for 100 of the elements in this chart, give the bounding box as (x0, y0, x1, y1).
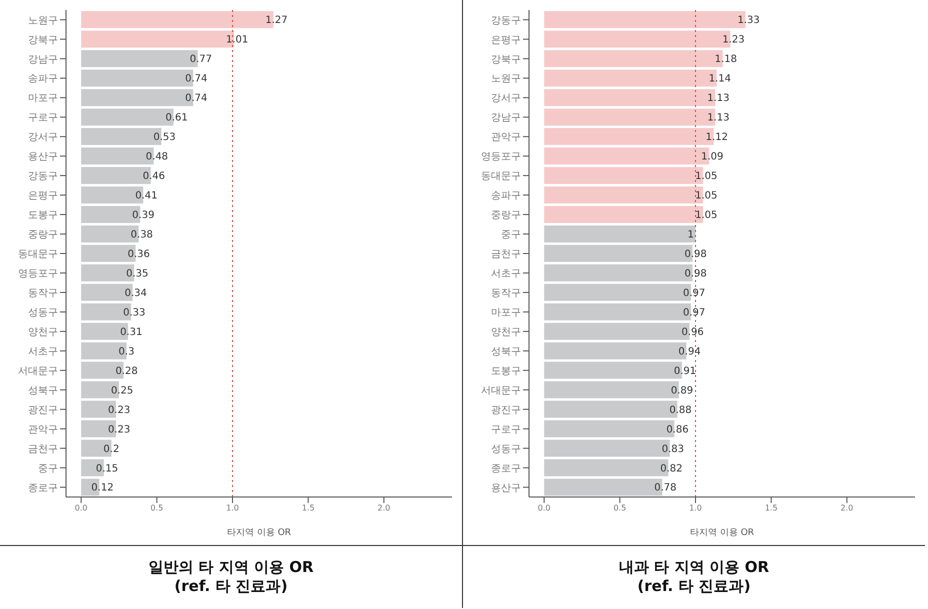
y-tick-label: 관악구 (28, 424, 58, 436)
y-tick-label: 서초구 (28, 346, 58, 358)
data-label: 0.31 (120, 326, 142, 338)
data-label: 0.61 (165, 112, 188, 124)
data-label: 0.46 (142, 171, 166, 182)
y-tick-label: 종로구 (491, 463, 521, 474)
x-tick-label: 0.0 (538, 504, 551, 513)
y-tick-label: 종로구 (28, 482, 58, 494)
x-tick-label: 1.0 (689, 504, 702, 513)
data-label: 1.13 (707, 112, 730, 124)
x-tick-label: 0.5 (613, 504, 626, 513)
y-tick-label: 도봉구 (28, 210, 58, 222)
data-label: 0.41 (135, 190, 158, 202)
data-label: 0.39 (132, 210, 154, 222)
data-label: 0.89 (670, 385, 694, 396)
y-tick-label: 구로구 (28, 112, 58, 124)
y-tick-label: 성북구 (491, 346, 521, 358)
x-tick-label: 0.5 (150, 504, 164, 513)
data-label: 1 (688, 230, 694, 240)
data-label: 0.53 (153, 132, 176, 144)
y-tick-label: 중랑구 (491, 210, 521, 222)
data-label: 0.23 (108, 404, 130, 416)
y-tick-label: 구로구 (491, 424, 521, 436)
y-tick-label: 강서구 (491, 93, 521, 104)
data-label: 1.05 (695, 210, 718, 222)
x-tick-label: 1.5 (764, 504, 778, 513)
data-label: 0.96 (681, 326, 704, 338)
y-tick-label: 서초구 (491, 268, 521, 280)
x-axis-title: 타지역 이용 OR (226, 528, 292, 538)
data-label: 0.83 (662, 444, 684, 455)
y-tick-label: 강동구 (491, 15, 521, 26)
y-tick-label: 용산구 (491, 482, 521, 494)
y-tick-label: 강북구 (491, 54, 521, 66)
y-tick-label: 광진구 (491, 404, 521, 416)
data-label: 1.14 (708, 74, 731, 85)
y-tick-label: 강동구 (28, 171, 58, 182)
y-tick-label: 동대문구 (18, 249, 58, 260)
data-label: 0.88 (669, 404, 692, 416)
data-label: 0.91 (674, 366, 696, 377)
data-label: 0.94 (678, 346, 701, 358)
data-label: 1.01 (226, 34, 248, 46)
y-tick-label: 노원구 (491, 74, 521, 85)
y-tick-label: 성북구 (28, 385, 58, 396)
data-label: 0.2 (103, 444, 120, 455)
data-label: 1.05 (695, 190, 718, 202)
y-tick-label: 마포구 (28, 93, 58, 104)
y-tick-label: 송파구 (491, 190, 521, 202)
x-axis-title: 타지역 이용 OR (690, 528, 754, 538)
data-label: 0.48 (146, 152, 168, 163)
data-label: 1.12 (706, 132, 728, 144)
x-tick-label: 0.0 (74, 504, 88, 513)
x-tick-label: 2.0 (378, 504, 390, 513)
x-tick-label: 1.0 (226, 504, 239, 513)
data-label: 1.09 (701, 152, 724, 163)
data-label: 0.25 (110, 385, 134, 396)
data-label: 1.13 (707, 93, 730, 104)
y-tick-label: 마포구 (491, 307, 521, 318)
data-label: 0.74 (185, 93, 208, 104)
y-tick-label: 강북구 (28, 34, 58, 46)
y-tick-label: 중랑구 (28, 230, 58, 241)
y-tick-label: 성동구 (491, 444, 521, 455)
x-tick-label: 1.5 (302, 504, 315, 513)
y-tick-label: 강남구 (28, 54, 58, 66)
text: 내과 타 지역 이용 OR (ref. 타 진료과) (463, 545, 925, 608)
data-label: 0.78 (654, 482, 676, 494)
y-tick-label: 영등포구 (481, 152, 521, 163)
text: 일반의 타 지역 이용 OR (ref. 타 진료과) (0, 545, 462, 608)
y-tick-label: 관악구 (491, 132, 521, 144)
data-label: 1.23 (722, 34, 745, 46)
y-tick-label: 동작구 (491, 288, 521, 300)
y-tick-label: 금천구 (28, 444, 58, 455)
data-label: 0.86 (666, 424, 689, 436)
y-tick-label: 송파구 (28, 74, 58, 85)
y-tick-label: 서대문구 (481, 385, 521, 396)
y-tick-label: 강서구 (28, 132, 58, 144)
y-tick-label: 은평구 (28, 190, 58, 202)
y-tick-label: 영등포구 (18, 268, 58, 280)
data-label: 0.82 (660, 463, 683, 474)
y-tick-label: 도봉구 (491, 366, 521, 377)
data-label: 0.98 (684, 248, 707, 260)
data-label: 0.3 (118, 346, 134, 358)
y-tick-label: 광진구 (28, 404, 58, 416)
y-tick-label: 양천구 (28, 326, 58, 338)
data-label: 0.98 (684, 268, 707, 280)
data-label: 0.33 (123, 307, 146, 318)
y-tick-label: 중구 (501, 230, 521, 241)
y-tick-label: 은평구 (491, 34, 521, 46)
y-tick-label: 동작구 (28, 288, 58, 300)
data-label: 0.15 (96, 463, 118, 474)
y-tick-label: 동대문구 (481, 171, 521, 182)
data-label: 0.74 (185, 74, 208, 85)
data-label: 0.97 (682, 288, 706, 299)
data-label: 1.18 (714, 54, 738, 66)
y-tick-label: 강남구 (491, 112, 521, 124)
data-label: 0.12 (91, 482, 114, 494)
y-tick-label: 노원구 (28, 15, 58, 26)
y-tick-label: 중구 (38, 463, 58, 474)
y-tick-label: 양천구 (491, 326, 521, 338)
y-tick-label: 금천구 (491, 249, 521, 260)
y-tick-label: 서대문구 (18, 366, 58, 377)
